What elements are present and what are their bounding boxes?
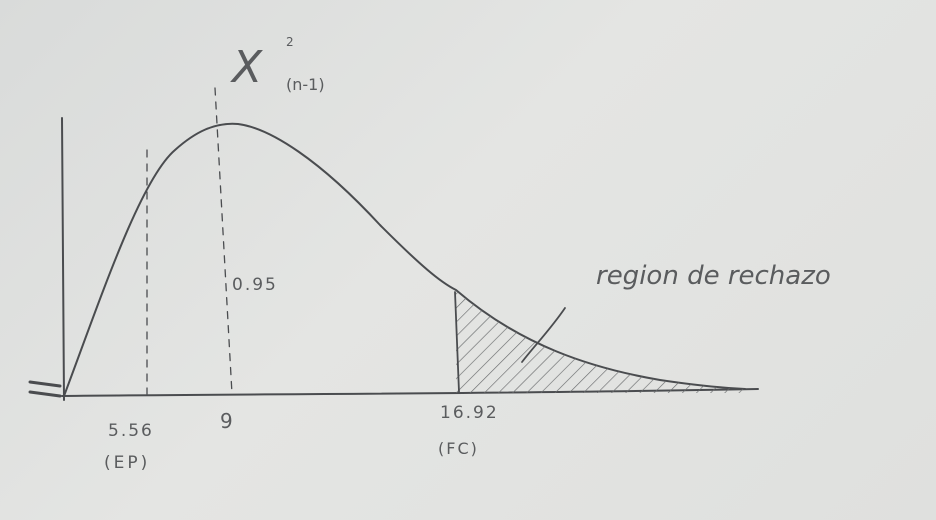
chi-superscript: 2 <box>286 35 294 49</box>
tick-value-nine: 9 <box>220 409 233 433</box>
chi-subscript: (n-1) <box>286 75 325 94</box>
critical-line <box>454 291 460 393</box>
tick-value-fc: 16.92 <box>440 403 499 423</box>
region-label: region de rechazo <box>596 261 831 291</box>
region-pointer <box>521 307 566 363</box>
dashed-line-nine <box>214 87 233 395</box>
chi-symbol: X <box>230 42 263 93</box>
tick-value-ep: 5.56 <box>108 421 154 441</box>
tick-note-ep: (EP) <box>104 453 150 473</box>
chi-square-curve <box>63 122 746 397</box>
tick-note-fc: (FC) <box>438 439 479 458</box>
y-axis <box>61 117 65 401</box>
origin-mark <box>28 380 62 398</box>
rejection-region-hatch <box>456 290 745 393</box>
area-label: 0.95 <box>232 275 278 295</box>
